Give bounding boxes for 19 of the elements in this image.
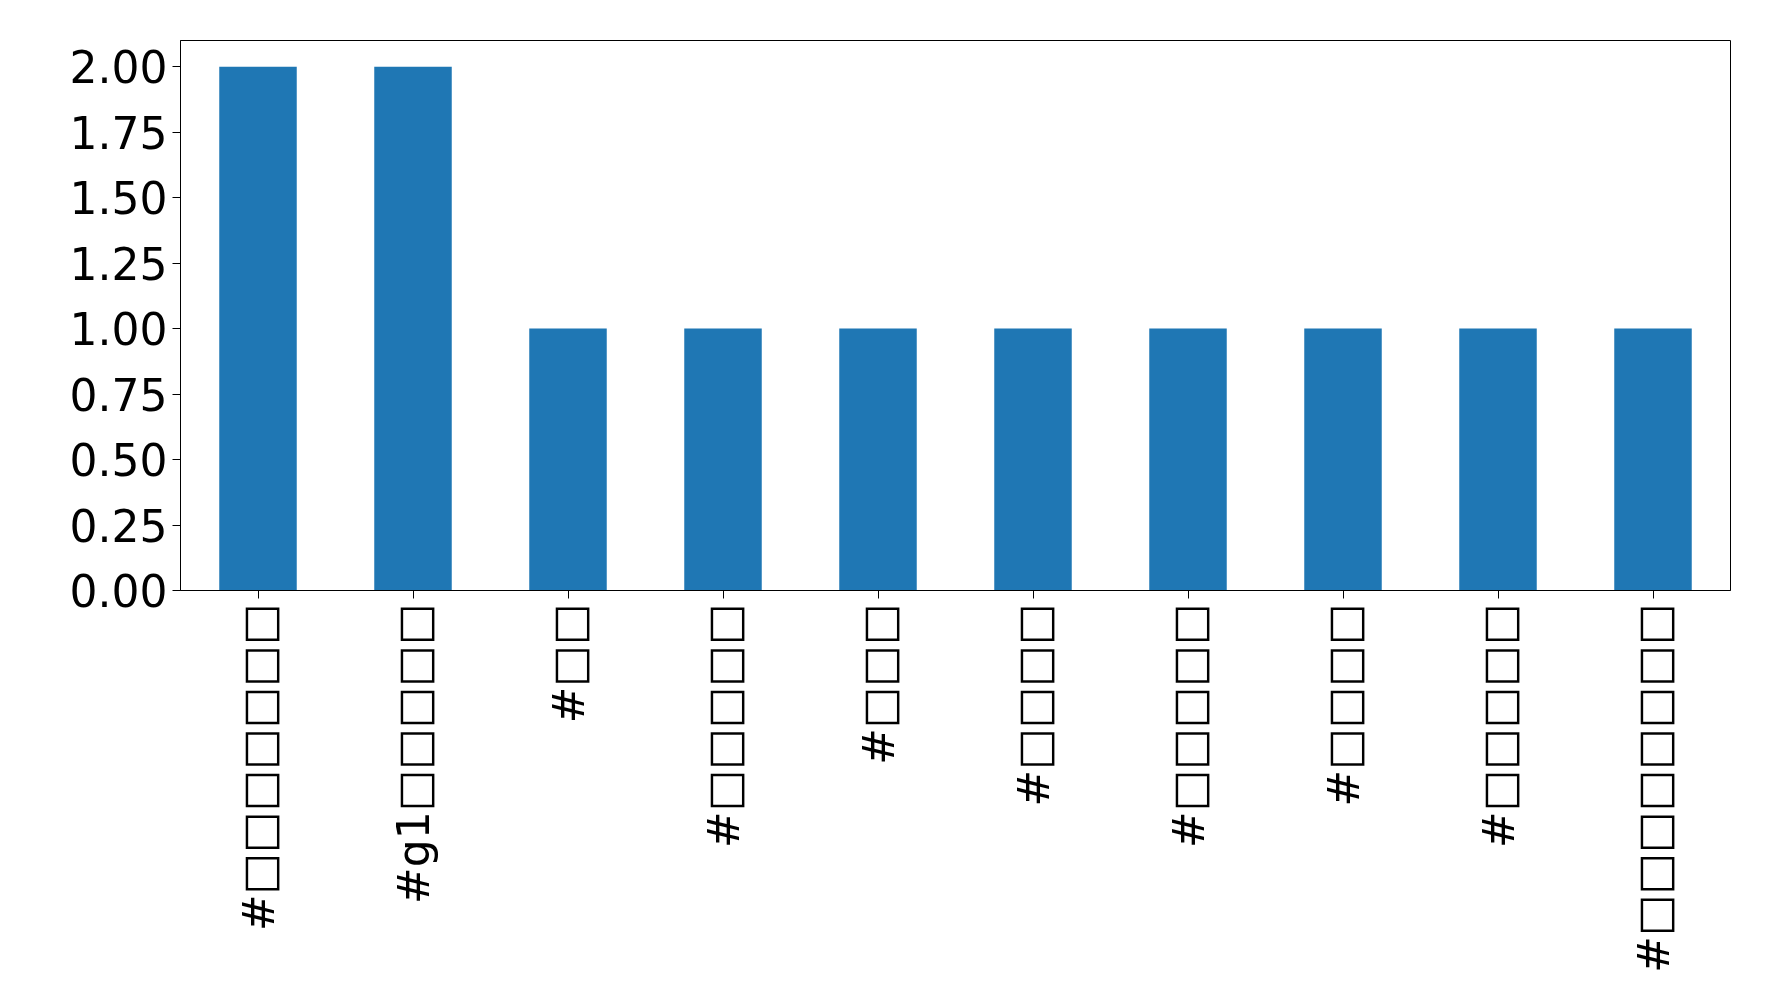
x-tick-label: #□□□□□ bbox=[1472, 603, 1524, 849]
y-tick-label: 1.75 bbox=[69, 107, 168, 159]
x-tick-label: #□□□□□ bbox=[697, 603, 749, 849]
x-tick-label: #g1□□□□□ bbox=[387, 603, 439, 905]
y-tick-label: 0.00 bbox=[69, 566, 168, 617]
x-tick-label: #□□□ bbox=[852, 603, 904, 766]
y-tick-label: 1.50 bbox=[69, 173, 168, 225]
y-tick-label: 0.25 bbox=[69, 500, 168, 552]
x-tick-label: #□□ bbox=[542, 603, 594, 724]
x-tick-label: #□□□□□ bbox=[1162, 603, 1214, 849]
y-tick-label: 0.50 bbox=[69, 435, 168, 487]
x-tick-label: #□□□□ bbox=[1007, 603, 1059, 807]
y-tick-label: 1.00 bbox=[69, 304, 168, 356]
x-tick-label: #□□□□□□□ bbox=[232, 603, 284, 932]
y-tick-label: 1.25 bbox=[69, 238, 168, 290]
x-tick-label: #□□□□□□□□ bbox=[1627, 603, 1679, 973]
y-tick-label: 2.00 bbox=[69, 42, 168, 94]
x-tick-label: #□□□□ bbox=[1317, 603, 1369, 807]
y-tick-label: 0.75 bbox=[69, 369, 168, 421]
